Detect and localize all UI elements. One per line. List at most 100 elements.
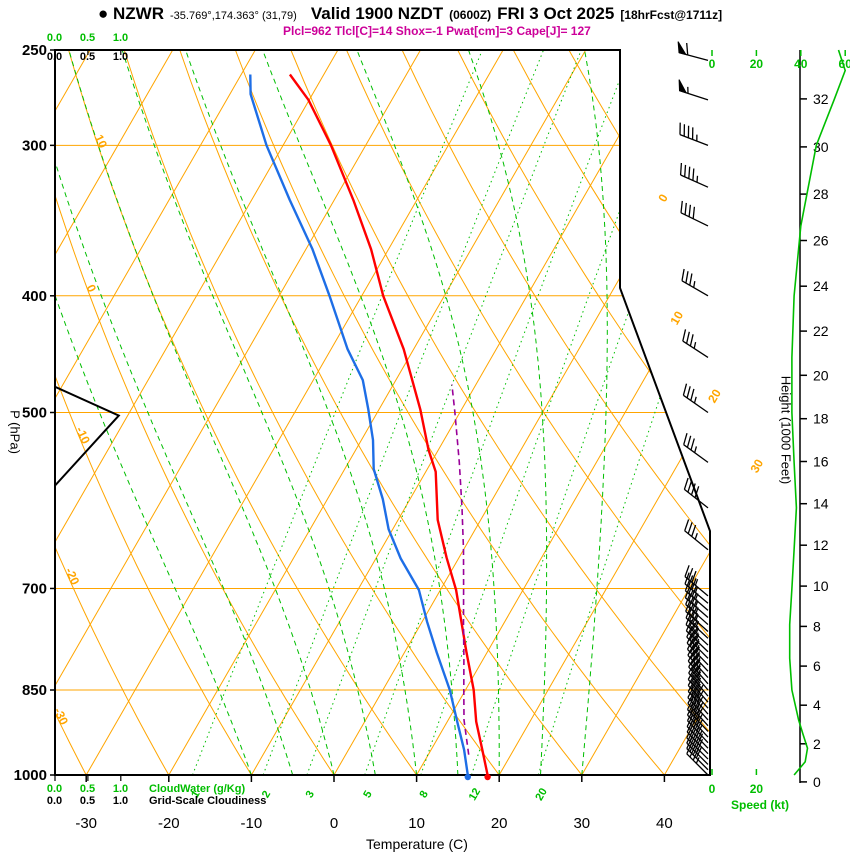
isotherm-line bbox=[416, 50, 710, 775]
wind-barb-half-feather bbox=[696, 653, 701, 660]
wind-barb-feather bbox=[690, 701, 697, 713]
wind-barb-staff bbox=[686, 753, 709, 776]
wind-barb-feather bbox=[687, 522, 693, 534]
wind-barb-feather bbox=[690, 641, 697, 653]
isotherm-label: 0 bbox=[655, 191, 671, 204]
wind-barb-staff bbox=[687, 720, 709, 744]
wind-barb bbox=[686, 709, 709, 744]
surface-dewpoint-dot bbox=[464, 773, 471, 781]
cloudiness-scale-1: 1.0 bbox=[112, 51, 129, 63]
wind-barb-staff bbox=[686, 748, 709, 771]
valid-time: Valid 1900 NZDT bbox=[310, 4, 444, 23]
cloudwater-scale-05: 0.5 bbox=[79, 32, 96, 44]
wind-barb-staff bbox=[687, 654, 709, 678]
wind-barb-feather bbox=[685, 593, 691, 605]
plot-area bbox=[55, 50, 710, 775]
wind-barb bbox=[686, 698, 709, 732]
moist-adiabat-line bbox=[262, 50, 459, 775]
dry-adiabat-line bbox=[123, 50, 500, 775]
cloudiness-unit-label: Grid-Scale Cloudiness bbox=[149, 795, 267, 807]
wind-barb-feather bbox=[693, 657, 701, 669]
isotherm-label: 30 bbox=[747, 456, 766, 475]
wind-barb-staff bbox=[683, 488, 709, 509]
wind-barb-feather bbox=[696, 702, 704, 714]
wind-barb-staff bbox=[687, 679, 709, 703]
height-tick-label: 32 bbox=[813, 91, 829, 107]
height-tick-label: 28 bbox=[813, 186, 829, 202]
moist-adiabat-line bbox=[55, 50, 294, 775]
wind-barb-feather bbox=[693, 669, 702, 681]
moist-adiabat-line bbox=[185, 50, 418, 775]
wind-barb-feather bbox=[693, 675, 701, 687]
height-tick-label: 4 bbox=[813, 697, 821, 713]
wind-barb-half-feather bbox=[696, 683, 701, 691]
height-tick-label: 12 bbox=[813, 537, 829, 553]
wind-barb bbox=[679, 162, 709, 188]
pressure-tick-label: 1000 bbox=[14, 767, 47, 784]
mixing-ratio-line bbox=[262, 50, 544, 775]
mixing-ratio-label: 20 bbox=[533, 786, 550, 803]
temperature-tick-label: -20 bbox=[158, 815, 180, 832]
wind-barb bbox=[688, 656, 709, 691]
speed-tick-label: 20 bbox=[750, 57, 764, 71]
wind-barb-feather bbox=[692, 168, 695, 181]
wind-barb-feather bbox=[687, 674, 695, 686]
wind-barb-feather bbox=[691, 659, 699, 671]
isotherm-line bbox=[55, 50, 339, 775]
wind-barb-pennant bbox=[677, 41, 687, 56]
wind-barb-feather bbox=[692, 638, 700, 650]
dry-adiabat-label: -20 bbox=[62, 565, 82, 587]
wind-barb bbox=[687, 644, 709, 678]
stability-indices: Plcl=962 Tlcl[C]=14 Shox=-1 Pwat[cm]=3 C… bbox=[283, 24, 591, 38]
mixing-ratio-label: 8 bbox=[417, 789, 430, 800]
wind-barb-feather bbox=[694, 486, 700, 498]
surface-temperature-dot bbox=[484, 773, 491, 781]
wind-barb-feather bbox=[689, 273, 693, 286]
speed-tick-label: 20 bbox=[750, 782, 764, 796]
wind-barb-staff bbox=[683, 444, 709, 463]
mixing-ratio-label: 1 bbox=[189, 789, 202, 800]
cloudwater-scale-0: 0.0 bbox=[46, 783, 63, 795]
dry-adiabat-line bbox=[55, 50, 252, 775]
parcel-curve bbox=[451, 384, 470, 755]
wind-barb-feather bbox=[686, 709, 694, 721]
wind-barb bbox=[682, 383, 709, 414]
wind-barb-feather bbox=[695, 725, 703, 737]
wind-barb-feather bbox=[683, 477, 689, 490]
mixing-ratio-line bbox=[364, 50, 632, 775]
dry-adiabat-line bbox=[234, 50, 665, 775]
wind-barb-staff bbox=[687, 685, 709, 709]
wind-barb-feather bbox=[687, 480, 693, 493]
pressure-tick-label: 850 bbox=[22, 682, 47, 699]
moist-adiabat-line bbox=[121, 50, 376, 775]
temperature-tick-label: -30 bbox=[75, 815, 97, 832]
wind-barb-feather bbox=[684, 519, 690, 532]
cloudiness-scale-05: 0.5 bbox=[79, 51, 96, 63]
wind-barb bbox=[679, 122, 709, 146]
pressure-tick-label: 300 bbox=[22, 137, 47, 154]
wind-barb-staff bbox=[687, 709, 709, 732]
isotherm-label: 20 bbox=[705, 386, 724, 405]
wind-barb-staff bbox=[684, 583, 709, 604]
height-axis-label: Height (1000 Feet) bbox=[778, 375, 794, 485]
wind-barb-half-feather bbox=[693, 280, 696, 288]
wind-barb-half-feather bbox=[696, 659, 701, 666]
cloudwater-unit-label: CloudWater (g/Kg) bbox=[149, 783, 246, 795]
wind-barb-feather bbox=[693, 663, 702, 675]
wind-barb bbox=[683, 477, 709, 509]
wind-barb-feather bbox=[690, 713, 697, 725]
cloudiness-scale-1: 1.0 bbox=[112, 795, 129, 807]
wind-barb-feather bbox=[680, 200, 683, 213]
wind-barb-feather bbox=[688, 596, 695, 608]
wind-barb bbox=[687, 668, 709, 703]
isotherm-label: 10 bbox=[667, 308, 686, 327]
temperature-tick-label: 40 bbox=[656, 815, 673, 832]
wind-barb-feather bbox=[686, 435, 692, 448]
isotherm-line bbox=[55, 50, 174, 775]
wind-barb bbox=[688, 662, 709, 697]
wind-barb bbox=[684, 519, 709, 551]
wind-barb bbox=[680, 200, 709, 227]
wind-barb-feather bbox=[695, 730, 703, 743]
wind-barb-feather bbox=[692, 206, 696, 219]
